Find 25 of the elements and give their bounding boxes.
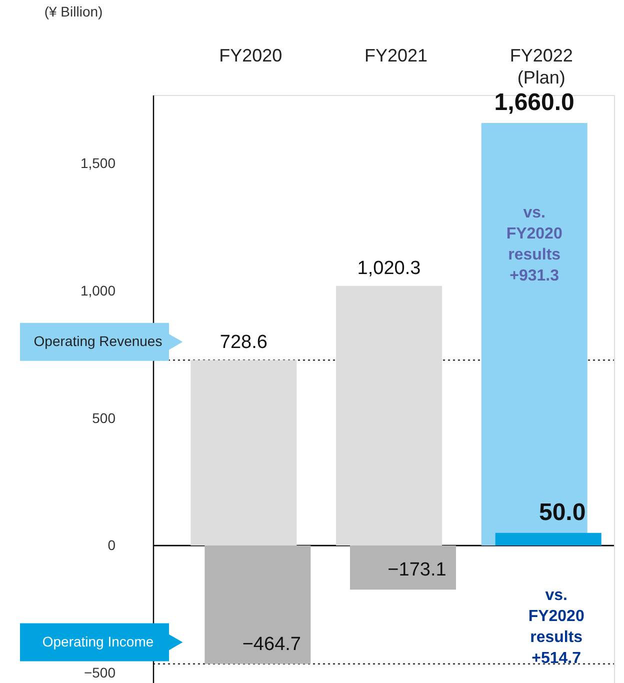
bar xyxy=(190,360,297,546)
y-tick-label: −500 xyxy=(84,664,116,680)
bar xyxy=(350,546,456,590)
x-tick-label: FY2020 xyxy=(219,46,282,66)
data-label: 1,020.3 xyxy=(357,258,421,279)
legend-label: Operating Income xyxy=(42,633,154,650)
data-label: 50.0 xyxy=(538,498,586,526)
y-axis-title: (¥ Billion) xyxy=(44,4,103,20)
x-tick-label: FY2021 xyxy=(364,46,428,66)
data-label: −464.7 xyxy=(242,634,301,655)
legend-label: Operating Revenues xyxy=(34,332,162,349)
bar xyxy=(481,123,588,546)
y-tick-label: 1,500 xyxy=(80,155,116,172)
x-tick-label: FY2022 (Plan) xyxy=(510,46,573,88)
bar xyxy=(495,532,602,546)
y-tick-label: 0 xyxy=(108,537,116,554)
bar xyxy=(204,546,311,664)
data-label: −173.1 xyxy=(388,560,446,581)
y-tick-label: 500 xyxy=(92,410,116,426)
data-label: 1,660.0 xyxy=(494,89,574,116)
data-label: 728.6 xyxy=(220,332,268,354)
annotation: vs. FY2020 results +931.3 xyxy=(506,204,562,285)
annotation: vs. FY2020 results +514.7 xyxy=(528,586,584,667)
y-tick-label: 1,000 xyxy=(80,282,116,298)
bar xyxy=(336,286,442,546)
